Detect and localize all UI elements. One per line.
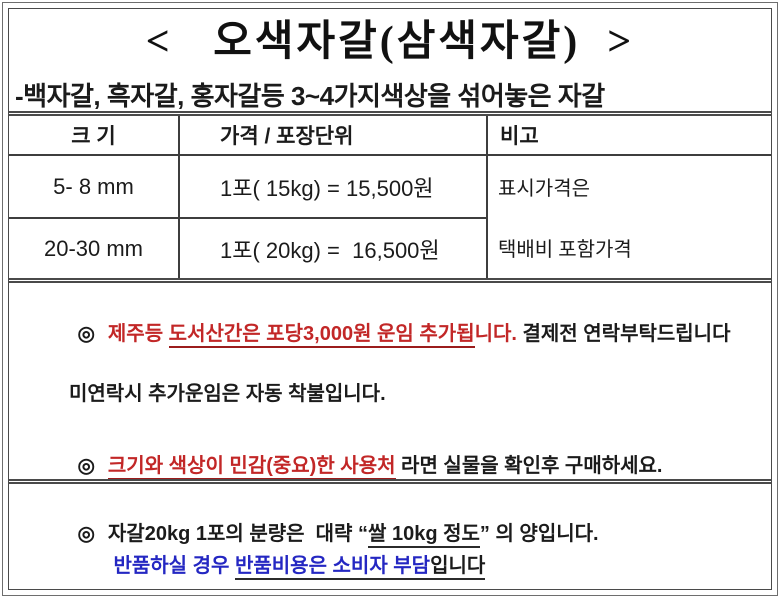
page-subtitle: -백자갈, 흑자갈, 홍자갈등 3~4가지색상을 섞어놓은 자갈 — [15, 81, 605, 111]
table-row-size-2: 20-30 mm — [9, 217, 178, 278]
shipping-red-plain: 제주등 — [107, 323, 169, 345]
amount-pre: 자갈20kg 1포의 분량은 대략 “ — [107, 523, 368, 545]
notice-section-2: ◎ 자갈20kg 1포의 분량은 대략 “쌀 10kg 정도” 의 양입니다. ◎… — [9, 479, 771, 598]
amount-post: ” 의 양입니다. — [479, 523, 599, 545]
shipping-black-tail: 결제전 연락부탁드립니다 — [516, 323, 731, 345]
notice-sensitive: ◎ 크기와 색상이 민감(중요)한 사용처 라면 실물을 확인후 구매하세요. — [9, 421, 771, 511]
sensitive-black-tail: 라면 실물을 확인후 구매하세요. — [395, 455, 663, 477]
col-header-price: 가격 / 포장단위 — [178, 116, 486, 156]
returns-black-underlined: 입니다 — [430, 555, 486, 577]
notice-coverage-3cm: ◎가로1m*세로1m에 3cm두께(바닥은 안보일정도로 )로 깔면 약50kg… — [9, 581, 771, 598]
table-row-price-2: 1포( 20kg) = 16,500원 — [178, 217, 486, 278]
amount-underlined: 쌀 10kg 정도 — [368, 523, 480, 548]
header-section: < 오색자갈(삼색자갈) > -백자갈, 흑자갈, 홍자갈등 3~4가지색상을 … — [9, 9, 771, 111]
table-row-size-1: 5- 8 mm — [53, 173, 134, 199]
bullet-icon: ◎ — [77, 323, 95, 345]
inner-frame: < 오색자갈(삼색자갈) > -백자갈, 흑자갈, 홍자갈등 3~4가지색상을 … — [8, 8, 772, 590]
bullet-icon: ◎ — [77, 523, 95, 545]
remark-line-2: 택배비 포함가격 — [498, 239, 632, 261]
shipping-red-tail: 니다. — [474, 323, 517, 345]
sensitive-red-underlined: 크기와 색상이 민감(중요)한 사용처 — [107, 455, 396, 477]
table-remark-cell: 표시가격은 택배비 포함가격 — [486, 156, 771, 278]
notice-section-1: ◎ 제주등 도서산간은 포당3,000원 운임 추가됩니다. 결제전 연락부탁드립… — [9, 283, 771, 580]
notice-amount: ◎ 자갈20kg 1포의 분량은 대략 “쌀 10kg 정도” 의 양입니다. — [9, 488, 771, 581]
price-table: 크 기 가격 / 포장단위 비고 5- 8 mm 1포( 15kg) = 15,… — [9, 111, 771, 283]
shipping-red-underlined: 도서산간은 포당3,000원 운임 추가됩 — [168, 323, 475, 345]
notice-returns: 반품하실 경우 반품비용은 소비자 부담입니다 — [9, 521, 771, 598]
notice-shipping-cont: 미연락시 추가운임은 자동 착불입니다. — [69, 383, 386, 405]
returns-blue-underlined: 반품비용은 소비자 부담 — [234, 555, 431, 577]
notice-shipping: ◎ 제주등 도서산간은 포당3,000원 운임 추가됩니다. 결제전 연락부탁드립… — [9, 289, 771, 379]
page-title: < 오색자갈(삼색자갈) > — [145, 19, 635, 65]
table-row-price-1: 1포( 15kg) = 15,500원 — [178, 156, 486, 217]
col-header-size: 크 기 — [9, 116, 178, 156]
bullet-icon: ◎ — [77, 455, 95, 477]
col-header-remark: 비고 — [486, 116, 771, 156]
remark-line-1: 표시가격은 — [498, 178, 590, 200]
returns-blue-plain: 반품하실 경우 — [113, 555, 235, 577]
